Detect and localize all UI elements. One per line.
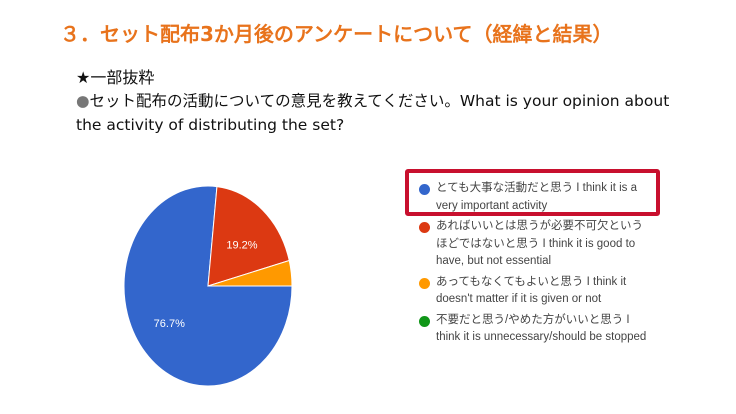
slide-title: ３．セット配布3か月後のアンケートについて（経緯と結果）	[60, 22, 613, 46]
legend-swatch-icon	[419, 277, 430, 289]
highlight-box	[405, 169, 660, 216]
legend-swatch-icon	[419, 184, 430, 195]
pie-slice	[207, 259, 293, 287]
bullet-icon: ●	[76, 92, 90, 110]
legend-item: あればいいとは思うが必要不可欠というほどではないと思う I think it i…	[418, 218, 648, 271]
data-label: 76.7%	[154, 318, 185, 330]
question-text: ●セット配布の活動についての意見を教えてください。What is your op…	[76, 89, 696, 137]
legend-item: 不要だと思う/やめた方がいいと思う I think it is unnecess…	[418, 312, 648, 347]
legend-swatch-icon	[419, 222, 430, 233]
legend-item: あってもなくてもよいと思う I think it doesn't matter …	[418, 274, 648, 309]
data-label: 19.2%	[226, 239, 257, 251]
subtitle: ★一部抜粋	[76, 68, 155, 87]
legend-item: とても大事な活動だと思う I think it is a very import…	[418, 180, 648, 215]
pie-slice	[207, 186, 290, 287]
legend-swatch-icon	[419, 315, 430, 327]
question: セット配布の活動についての意見を教えてください。What is your opi…	[76, 92, 670, 134]
legend: とても大事な活動だと思う I think it is a very import…	[418, 180, 648, 350]
